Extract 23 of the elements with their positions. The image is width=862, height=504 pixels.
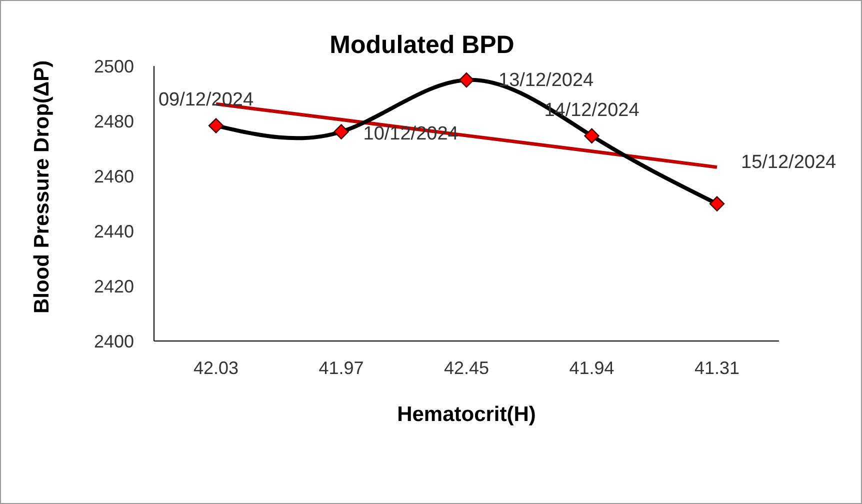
y-axis-title: Blood Pressure Drop(ΔP): [30, 60, 54, 314]
point: [208, 118, 224, 134]
point: [584, 128, 600, 144]
annotation: 10/12/2024: [363, 124, 459, 145]
x-tick-label: 42.45: [444, 358, 490, 378]
y-tick-label: 2480: [94, 111, 134, 132]
x-axis-title: Hematocrit(H): [397, 403, 536, 426]
y-tick-label: 2500: [94, 56, 134, 76]
y-tick-label: 2460: [94, 166, 134, 186]
point: [334, 124, 349, 140]
point: [458, 72, 474, 88]
y-tick-label: 2420: [94, 276, 134, 296]
y-tick-label: 2440: [94, 221, 134, 242]
y-tick-label: 2400: [94, 331, 134, 352]
annotation: 13/12/2024: [498, 70, 594, 92]
x-tick-label: 42.03: [193, 358, 239, 378]
annotation: 15/12/2024: [741, 152, 837, 173]
x-tick-label: 41.31: [694, 358, 740, 378]
chart-title: Modulated BPD: [330, 31, 514, 59]
x-tick-label: 41.97: [318, 358, 364, 378]
x-tick-label: 41.94: [569, 358, 614, 378]
point: [709, 196, 725, 212]
annotation: 09/12/2024: [158, 90, 254, 111]
